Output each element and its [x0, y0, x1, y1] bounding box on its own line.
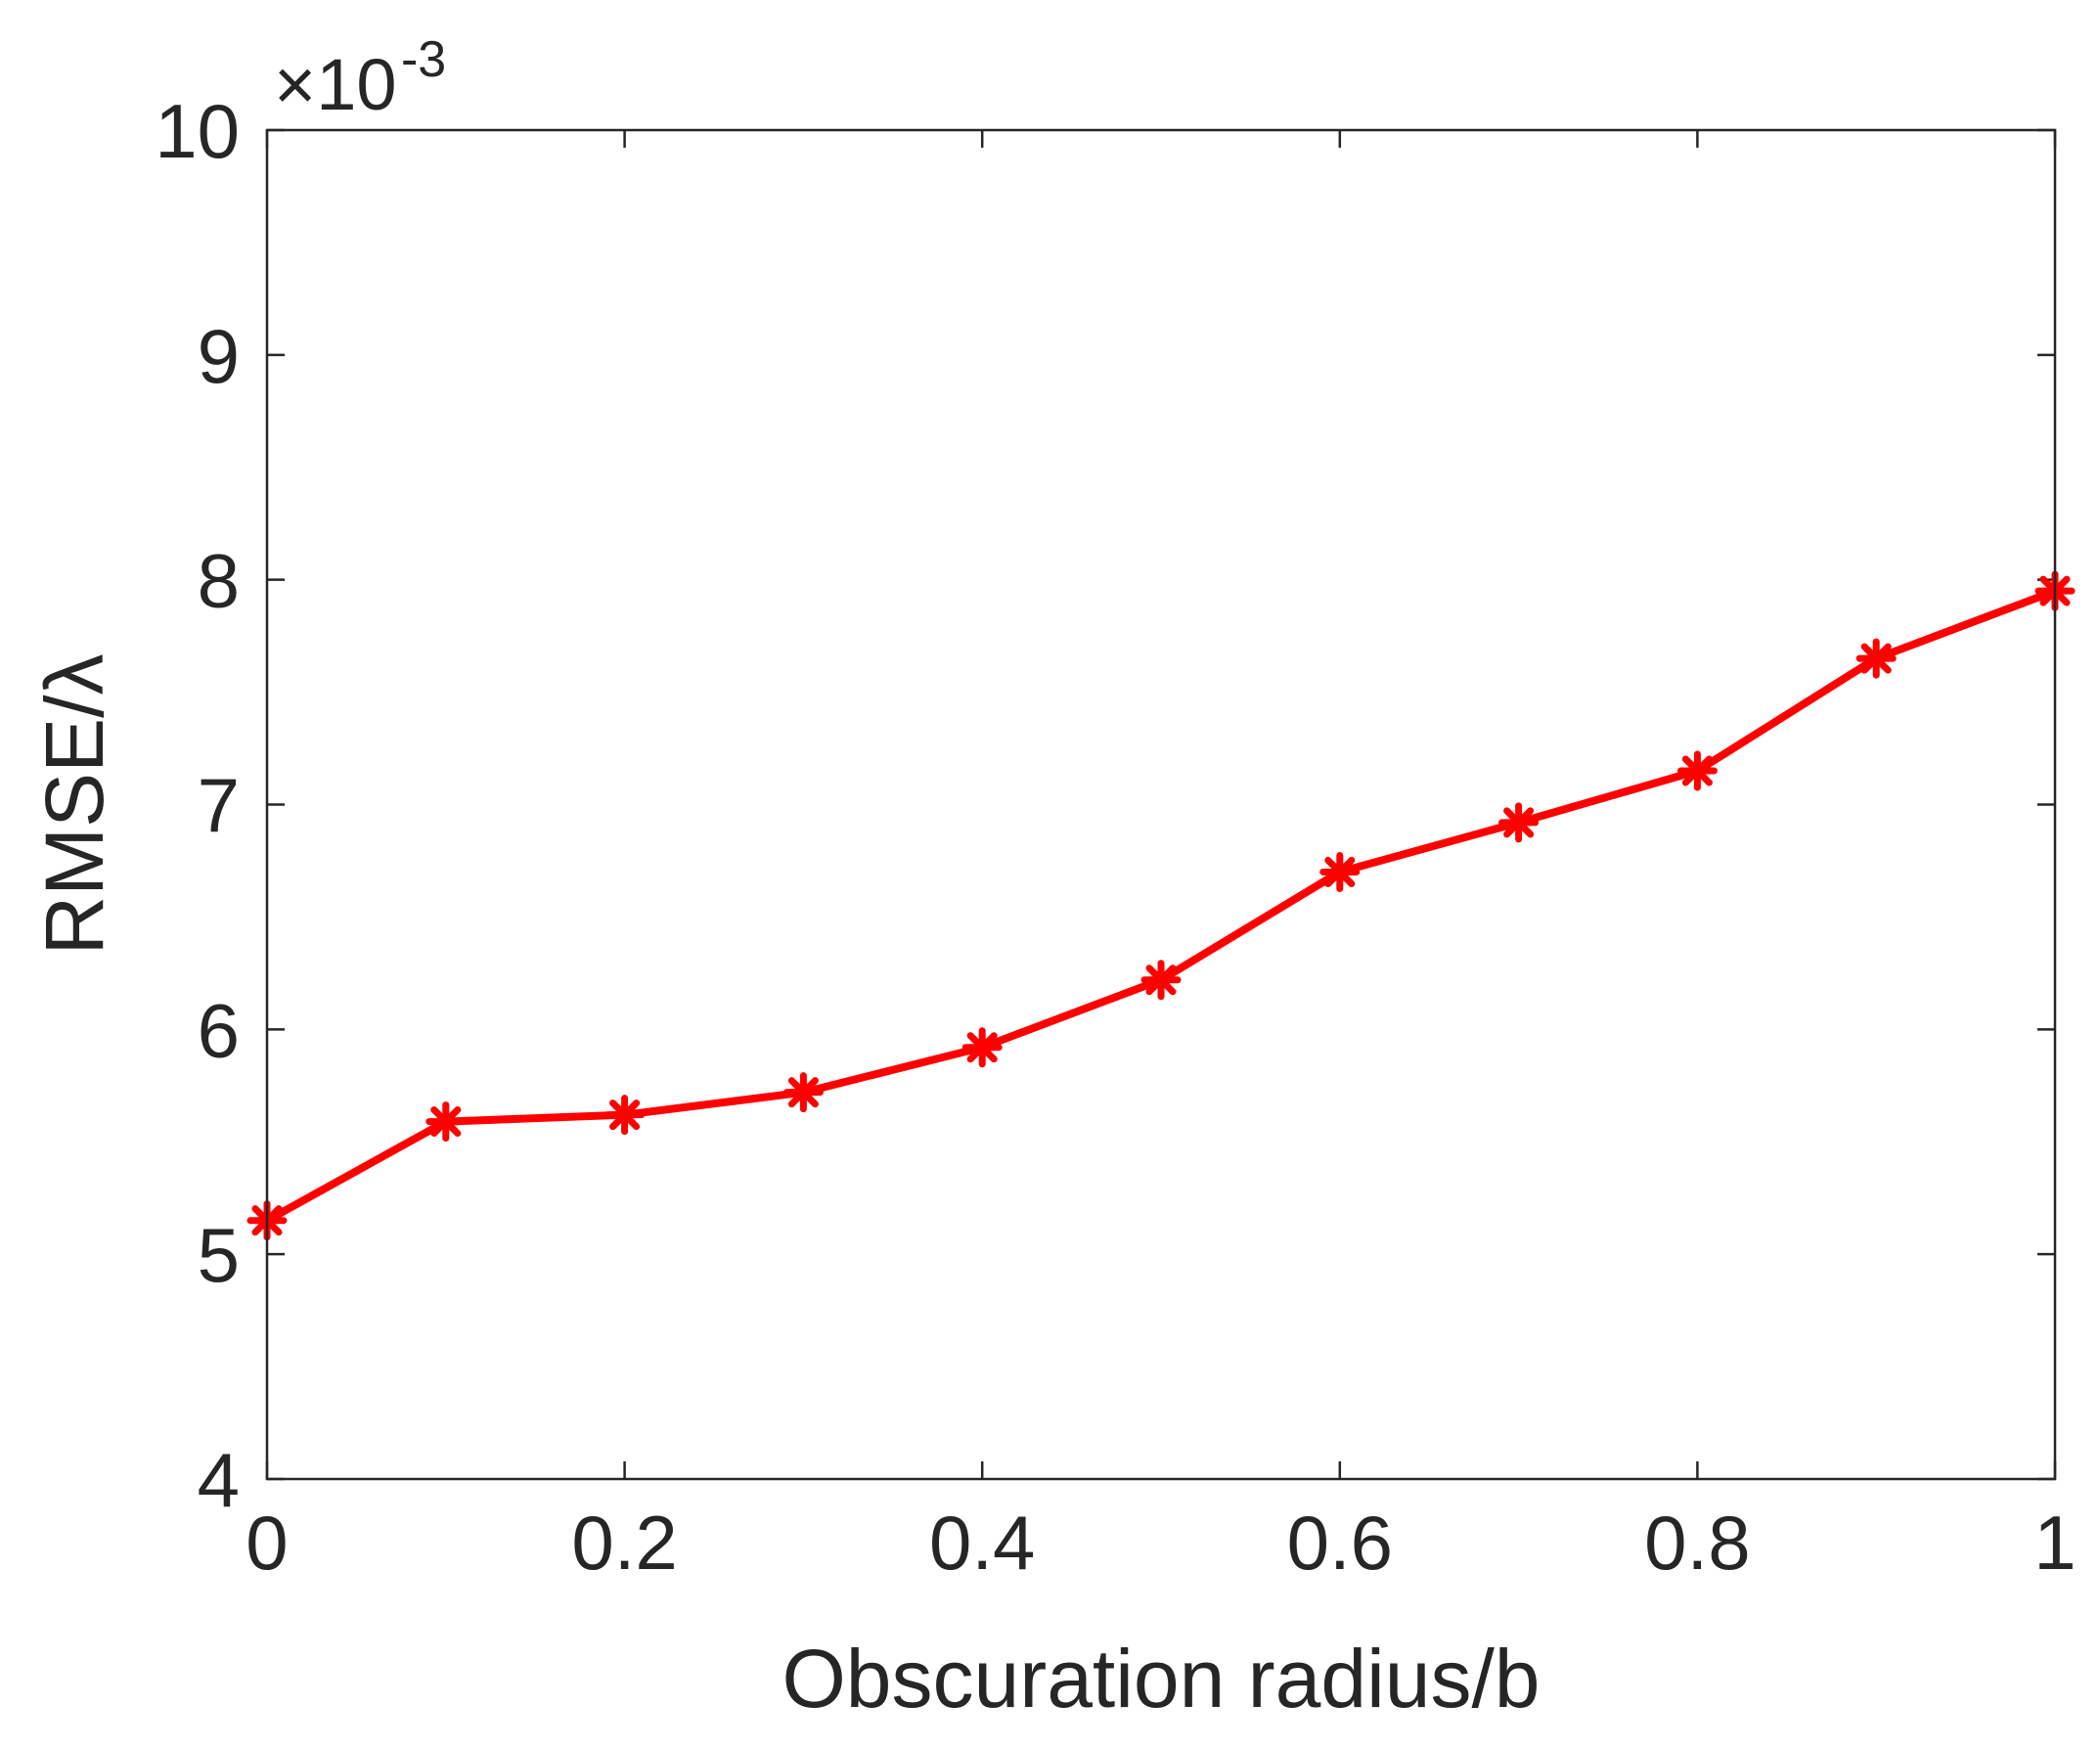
y-multiplier-exponent: -3	[401, 31, 446, 88]
series-layer	[246, 570, 2076, 1241]
tick-marks	[265, 128, 2057, 1481]
data-point-marker	[1676, 750, 1718, 791]
data-point-marker	[961, 1027, 1003, 1068]
data-point-marker	[1319, 851, 1361, 892]
y-tick-label: 4	[198, 1437, 240, 1523]
x-tick-label: 0.2	[571, 1500, 677, 1586]
y-tick-label: 9	[198, 313, 240, 399]
y-tick-label: 8	[198, 538, 240, 624]
y-tick-label: 6	[198, 987, 240, 1073]
y-tick-label: 5	[198, 1212, 240, 1298]
y-axis-multiplier: ×10 -3	[274, 31, 446, 125]
data-point-marker	[425, 1101, 467, 1143]
y-tick-labels: 4 5 6 7 8 9 10	[155, 88, 240, 1523]
data-point-marker	[604, 1095, 646, 1136]
data-point-marker	[782, 1072, 824, 1113]
y-tick-label: 7	[198, 763, 240, 849]
x-axis-label: Obscuration radius/b	[782, 1633, 1540, 1725]
x-tick-label: 0	[246, 1500, 288, 1586]
series-line	[265, 587, 2057, 1225]
x-tick-label: 0.6	[1287, 1500, 1393, 1586]
x-tick-label: 1	[2033, 1500, 2076, 1586]
plot-area-frame	[265, 128, 2057, 1481]
x-tick-labels: 0 0.2 0.4 0.6 0.8 1	[246, 1500, 2076, 1586]
x-tick-label: 0.8	[1644, 1500, 1750, 1586]
data-point-marker	[1140, 960, 1182, 1001]
y-tick-label: 10	[155, 88, 240, 174]
y-axis-label: RMSE/λ	[28, 653, 120, 955]
y-multiplier-prefix: ×10	[274, 44, 397, 125]
x-tick-label: 0.4	[929, 1500, 1035, 1586]
data-point-marker	[1855, 638, 1897, 679]
data-point-marker	[1498, 802, 1540, 843]
